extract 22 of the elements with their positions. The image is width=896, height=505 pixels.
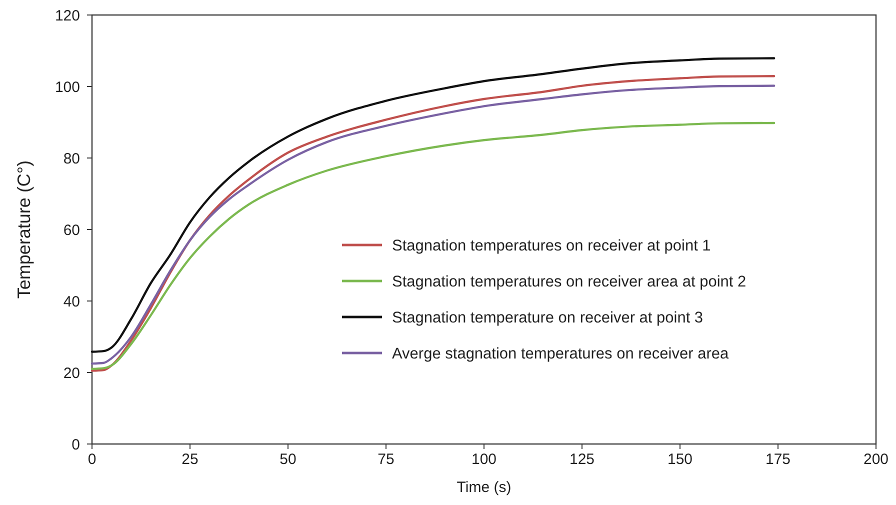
legend-label: Stagnation temperature on receiver at point 3 (392, 309, 704, 326)
y-tick-label: 40 (63, 293, 80, 310)
y-tick-label: 60 (63, 222, 80, 239)
y-tick-label: 100 (54, 78, 80, 96)
x-tick-label: 100 (471, 451, 497, 468)
x-tick-label: 175 (765, 451, 791, 468)
legend-label: Stagnation temperatures on receiver at point 1 (392, 237, 711, 254)
x-tick-label: 50 (280, 451, 296, 468)
y-tick-label: 120 (54, 7, 80, 24)
y-tick-label: 20 (63, 364, 80, 382)
y-tick-label: 80 (63, 150, 80, 168)
y-axis-title: Temperature (C°) (14, 160, 34, 299)
x-tick-label: 150 (667, 451, 693, 468)
x-tick-label: 75 (378, 451, 394, 468)
x-axis-title: Time (s) (456, 479, 512, 496)
legend-label: Averge stagnation temperatures on receiver area (392, 345, 729, 362)
x-tick-label: 25 (182, 451, 198, 468)
x-tick-label: 200 (863, 451, 889, 468)
x-tick-label: 0 (88, 451, 96, 468)
y-tick-label: 0 (72, 436, 80, 454)
legend-label: Stagnation temperatures on receiver area at point 2 (392, 273, 746, 290)
x-tick-label: 125 (569, 451, 595, 468)
